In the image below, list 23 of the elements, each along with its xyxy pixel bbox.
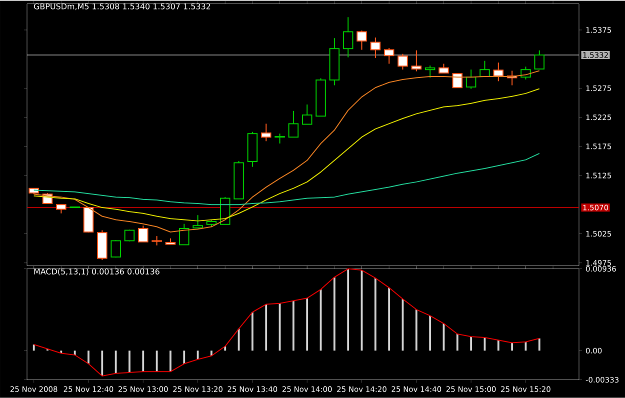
candlestick [124,229,135,242]
candlestick [192,214,203,230]
candlestick [288,110,299,138]
candlestick [493,62,504,82]
candlestick [152,236,162,246]
candlestick [110,240,121,258]
candlestick [424,65,436,78]
candlestick [438,63,449,74]
candlestick [534,50,545,70]
candlestick [370,37,381,59]
candlestick [274,133,285,144]
candlestick [260,123,272,142]
candlestick [466,69,476,90]
candlestick [384,48,394,64]
candlestick [480,60,490,78]
candlestick [342,16,354,58]
candlestick [178,223,190,246]
candlestick [138,225,148,243]
candlestick [398,53,408,70]
candlestick [411,50,422,72]
candlestick [452,73,463,88]
candlestick [356,30,367,50]
candlestick [302,104,312,125]
